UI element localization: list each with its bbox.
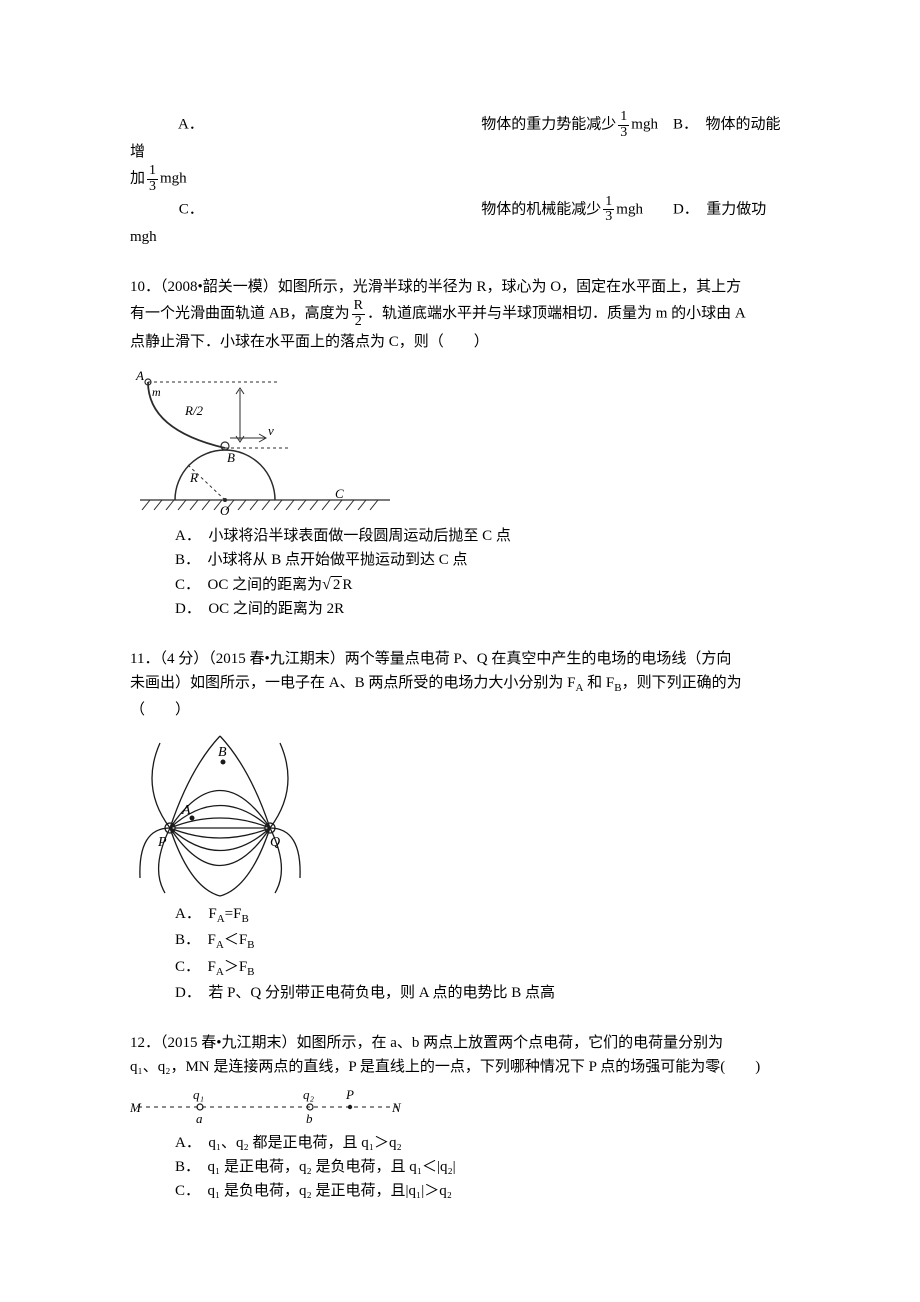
q9-A-prefix: A． (178, 117, 204, 133)
q11-label-B: B (218, 745, 227, 760)
q12-label-N: N (391, 1100, 402, 1115)
q12-label-P: P (345, 1087, 354, 1102)
q12-label-q2: q₂ (303, 1087, 315, 1102)
q11-A: A． FA=FB (130, 902, 790, 929)
q9-B-prefix: 加 (130, 171, 145, 187)
q10-A: A． 小球将沿半球表面做一段圆周运动后抛至 C 点 (130, 524, 790, 548)
q9-B-tail: mgh (160, 171, 187, 187)
fraction-1-3: 13 (603, 195, 614, 225)
q10-stem2a: 有一个光滑曲面轨道 AB，高度为 (130, 306, 350, 322)
q9-C-prefix: C． (179, 201, 204, 217)
q11: 11．（4 分）（2015 春•九江期末）两个等量点电荷 P、Q 在真空中产生的… (130, 647, 790, 1005)
q12-options: A． q₁、q₂ 都是正电荷，且 q₁＞q₂ B． q₁ 是正电荷，q₂ 是负电… (130, 1131, 790, 1203)
fraction-1-3: 13 (618, 110, 629, 140)
q12-figure: M N q₁ q₂ P a b (130, 1085, 790, 1127)
q10-stem3: 点静止滑下．小球在水平面上的落点为 C，则（ ） (130, 330, 790, 354)
q11-label-A: A (181, 803, 191, 818)
q9-C-tail: mgh D． 重力做功 mgh (130, 201, 766, 245)
q10-C: C． OC 之间的距离为2R (130, 572, 790, 598)
q10-stem2: 有一个光滑曲面轨道 AB，高度为R2．轨道底端水平并与半球顶端相切．质量为 m … (130, 299, 790, 329)
fraction-R-2: R2 (352, 299, 365, 329)
fraction-1-3: 13 (147, 164, 158, 194)
q9-line1: A． 物体的重力势能减少13mgh B． 物体的动能增 (130, 110, 790, 164)
q10-label-A: A (135, 368, 144, 383)
q12-C: C． q₁ 是负电荷，q₂ 是正电荷，且|q₁|＞q₂ (130, 1179, 790, 1203)
q10-stem1: 10．（2008•韶关一模）如图所示，光滑半球的半径为 R，球心为 O，固定在水… (130, 275, 790, 299)
q12-label-q1: q₁ (193, 1087, 204, 1102)
q10-label-C: C (335, 486, 344, 501)
q10-stem2b: ．轨道底端水平并与半球顶端相切．质量为 m 的小球由 A (367, 306, 746, 322)
q11-C: C． FA＞FB (130, 955, 790, 982)
q10-options: A． 小球将沿半球表面做一段圆周运动后抛至 C 点 B． 小球将从 B 点开始做… (130, 524, 790, 622)
q10-label-B: B (227, 450, 235, 465)
q11-point-B (221, 759, 226, 764)
q10-D: D． OC 之间的距离为 2R (130, 597, 790, 621)
q11-figure: A B P Q (130, 728, 790, 898)
q9-line3: C． 物体的机械能减少13mgh D． 重力做功 mgh (130, 195, 790, 249)
q11-label-Q: Q (270, 835, 280, 850)
q9-A-text: 物体的重力势能减少 (481, 117, 616, 133)
q10-B: B． 小球将从 B 点开始做平抛运动到达 C 点 (130, 548, 790, 572)
q12: 12．（2015 春•九江期末）如图所示，在 a、b 两点上放置两个点电荷，它们… (130, 1031, 790, 1203)
q10-label-R2: R/2 (184, 403, 204, 418)
q12-stem1: 12．（2015 春•九江期末）如图所示，在 a、b 两点上放置两个点电荷，它们… (130, 1031, 790, 1055)
q9-line2: 加13mgh (130, 164, 790, 194)
sqrt-2: 2 (322, 572, 342, 598)
q12-label-b: b (306, 1111, 313, 1126)
q10-label-R: R (189, 470, 198, 485)
q10-figure: C O R B v R/2 A m (130, 360, 790, 520)
q12-A: A． q₁、q₂ 都是正电荷，且 q₁＞q₂ (130, 1131, 790, 1155)
q12-label-M: M (130, 1100, 142, 1115)
q11-B: B． FA＜FB (130, 928, 790, 955)
q10-label-O: O (220, 503, 230, 518)
q11-options: A． FA=FB B． FA＜FB C． FA＞FB D． 若 P、Q 分别带正… (130, 902, 790, 1006)
q11-stem3: （ ） (130, 698, 790, 722)
q9-C-text: 物体的机械能减少 (481, 201, 601, 217)
q11-label-P: P (157, 835, 167, 850)
q10-label-v: v (268, 423, 274, 438)
q11-stem1: 11．（4 分）（2015 春•九江期末）两个等量点电荷 P、Q 在真空中产生的… (130, 647, 790, 671)
q9-options: A． 物体的重力势能减少13mgh B． 物体的动能增 加13mgh C． 物体… (130, 110, 790, 249)
q10-label-m: m (152, 385, 161, 399)
q9-A-tail: mgh B． 物体的动能增 (130, 117, 780, 161)
q12-B: B． q₁ 是正电荷，q₂ 是负电荷，且 q₁＜|q₂| (130, 1155, 790, 1179)
q12-stem2: q₁、q₂，MN 是连接两点的直线，P 是直线上的一点，下列哪种情况下 P 点的… (130, 1055, 790, 1079)
q12-label-a: a (196, 1111, 203, 1126)
q10: 10．（2008•韶关一模）如图所示，光滑半球的半径为 R，球心为 O，固定在水… (130, 275, 790, 621)
q11-stem2: 未画出）如图所示，一电子在 A、B 两点所受的电场力大小分别为 FA 和 FB，… (130, 671, 790, 698)
q11-D: D． 若 P、Q 分别带正电荷负电，则 A 点的电势比 B 点高 (130, 981, 790, 1005)
